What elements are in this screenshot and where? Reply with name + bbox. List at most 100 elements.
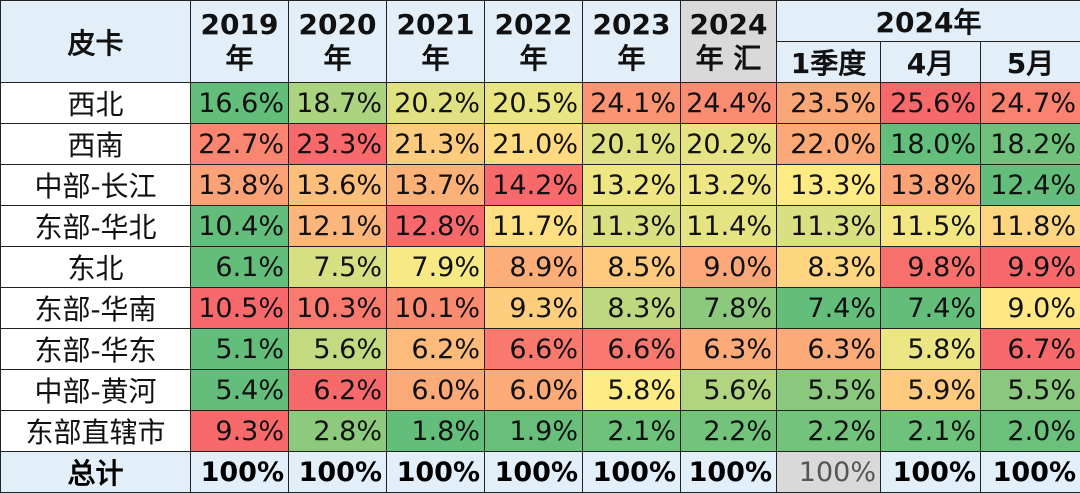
data-cell: 5.6% — [289, 329, 387, 370]
data-cell: 20.1% — [583, 124, 681, 165]
data-cell: 18.0% — [881, 124, 981, 165]
total-cell: 100% — [583, 452, 681, 493]
col-header-year: 2019 — [191, 8, 288, 42]
row-label: 西北 — [1, 83, 191, 124]
data-cell: 6.0% — [387, 370, 485, 411]
data-cell: 6.7% — [981, 329, 1080, 370]
row-label: 东北 — [1, 247, 191, 288]
data-cell: 24.7% — [981, 83, 1080, 124]
data-cell: 5.4% — [191, 370, 289, 411]
data-cell: 12.1% — [289, 206, 387, 247]
data-cell: 5.5% — [777, 370, 881, 411]
data-cell: 1.9% — [485, 411, 583, 452]
data-cell: 8.3% — [583, 288, 681, 329]
data-cell: 20.2% — [387, 83, 485, 124]
col-header-suffix: 年 — [583, 42, 680, 76]
row-label: 东部-华东 — [1, 329, 191, 370]
data-cell: 2.8% — [289, 411, 387, 452]
data-cell: 21.3% — [387, 124, 485, 165]
data-cell: 22.0% — [777, 124, 881, 165]
data-cell: 13.3% — [777, 165, 881, 206]
data-cell: 24.4% — [681, 83, 777, 124]
col-header-suffix: 年 — [191, 42, 288, 76]
data-cell: 5.8% — [583, 370, 681, 411]
data-cell: 2.1% — [881, 411, 981, 452]
data-cell: 11.3% — [777, 206, 881, 247]
data-cell: 9.0% — [981, 288, 1080, 329]
row-label: 东部-华北 — [1, 206, 191, 247]
data-cell: 9.8% — [881, 247, 981, 288]
data-cell: 11.7% — [485, 206, 583, 247]
subcol-header-apr: 4月 — [881, 42, 981, 83]
data-cell: 13.8% — [191, 165, 289, 206]
data-cell: 6.3% — [777, 329, 881, 370]
data-cell: 24.1% — [583, 83, 681, 124]
col-header-year: 2021 — [387, 8, 484, 42]
data-cell: 23.5% — [777, 83, 881, 124]
data-cell: 18.2% — [981, 124, 1080, 165]
data-cell: 6.2% — [387, 329, 485, 370]
col-header-suffix: 年 汇 — [681, 42, 776, 76]
col-header-year: 2022 — [485, 8, 582, 42]
data-cell: 7.5% — [289, 247, 387, 288]
data-cell: 20.5% — [485, 83, 583, 124]
total-cell: 100% — [881, 452, 981, 493]
row-label: 中部-黄河 — [1, 370, 191, 411]
total-cell: 100% — [981, 452, 1080, 493]
data-cell: 6.1% — [191, 247, 289, 288]
col-header-2022: 2022 年 — [485, 1, 583, 83]
data-cell: 16.6% — [191, 83, 289, 124]
col-header-2024-total: 2024 年 汇 — [681, 1, 777, 83]
data-cell: 6.2% — [289, 370, 387, 411]
data-cell: 7.4% — [777, 288, 881, 329]
data-cell: 14.2% — [485, 165, 583, 206]
corner-header: 皮卡 — [1, 1, 191, 83]
col-header-year: 2023 — [583, 8, 680, 42]
data-cell: 10.1% — [387, 288, 485, 329]
data-cell: 25.6% — [881, 83, 981, 124]
col-header-year: 2020 — [289, 8, 386, 42]
subcol-header-q1: 1季度 — [777, 42, 881, 83]
data-cell: 5.5% — [981, 370, 1080, 411]
data-cell: 9.0% — [681, 247, 777, 288]
data-cell: 13.2% — [583, 165, 681, 206]
data-cell: 7.4% — [881, 288, 981, 329]
data-cell: 8.5% — [583, 247, 681, 288]
data-cell: 21.0% — [485, 124, 583, 165]
data-cell: 5.9% — [881, 370, 981, 411]
col-header-2019: 2019 年 — [191, 1, 289, 83]
data-cell: 2.1% — [583, 411, 681, 452]
row-label: 中部-长江 — [1, 165, 191, 206]
total-cell: 100% — [681, 452, 777, 493]
data-cell: 10.3% — [289, 288, 387, 329]
data-cell: 13.2% — [681, 165, 777, 206]
col-header-suffix: 年 — [289, 42, 386, 76]
data-cell: 2.2% — [777, 411, 881, 452]
col-header-suffix: 年 — [485, 42, 582, 76]
row-label: 东部-华南 — [1, 288, 191, 329]
data-cell: 8.3% — [777, 247, 881, 288]
col-header-2021: 2021 年 — [387, 1, 485, 83]
data-cell: 9.3% — [191, 411, 289, 452]
data-cell: 6.3% — [681, 329, 777, 370]
total-cell: 100% — [387, 452, 485, 493]
data-cell: 11.5% — [881, 206, 981, 247]
col-header-2023: 2023 年 — [583, 1, 681, 83]
data-cell: 20.2% — [681, 124, 777, 165]
col-header-2020: 2020 年 — [289, 1, 387, 83]
data-cell: 9.3% — [485, 288, 583, 329]
total-cell: 100% — [485, 452, 583, 493]
data-cell: 11.8% — [981, 206, 1080, 247]
data-cell: 12.4% — [981, 165, 1080, 206]
data-cell: 6.6% — [583, 329, 681, 370]
data-cell: 6.6% — [485, 329, 583, 370]
data-cell: 1.8% — [387, 411, 485, 452]
data-cell: 5.6% — [681, 370, 777, 411]
subcol-header-may: 5月 — [981, 42, 1080, 83]
